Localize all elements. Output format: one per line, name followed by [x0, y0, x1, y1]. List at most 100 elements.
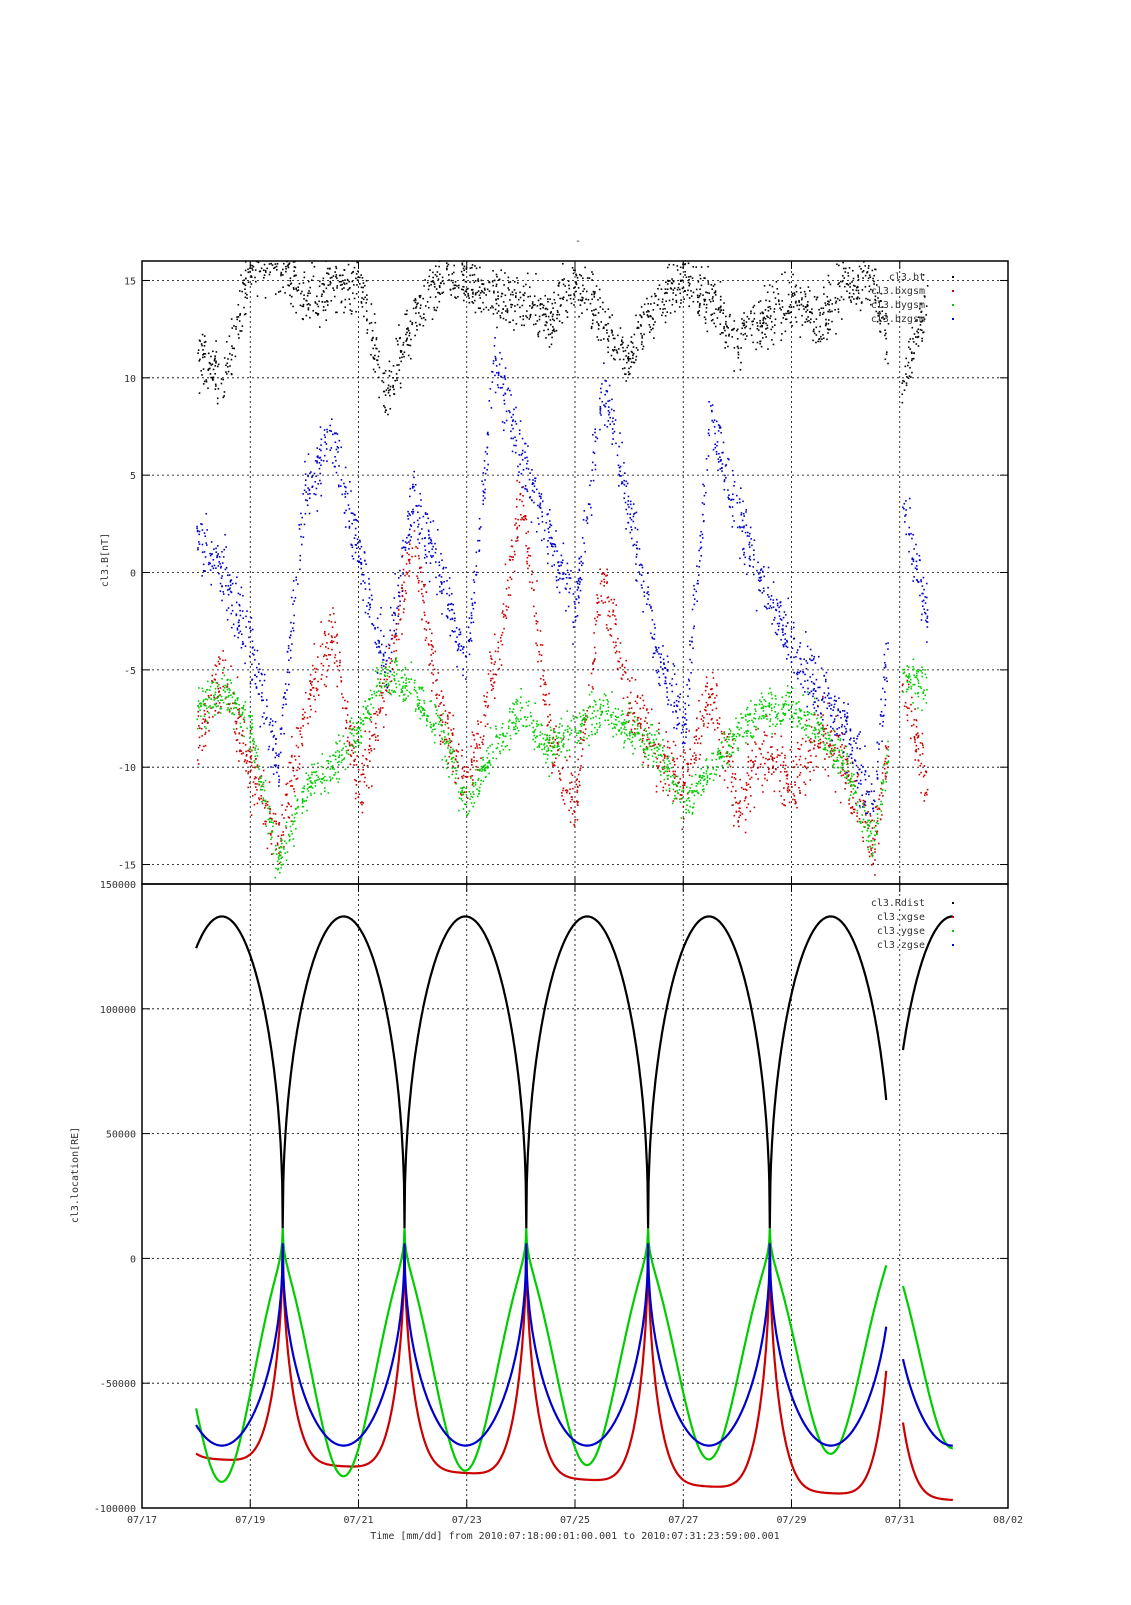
data-point [355, 798, 357, 800]
data-point [479, 791, 481, 793]
data-point [518, 299, 520, 301]
data-point [280, 867, 282, 869]
data-point [811, 308, 813, 310]
data-point [311, 279, 313, 281]
data-point [757, 325, 759, 327]
data-point [237, 739, 239, 741]
data-point [490, 670, 492, 672]
data-point [250, 725, 252, 727]
data-point [364, 781, 366, 783]
data-point [292, 823, 294, 825]
data-point [813, 331, 815, 333]
data-point [627, 738, 629, 740]
data-point [922, 332, 924, 334]
data-point [541, 743, 543, 745]
data-point [715, 294, 717, 296]
data-point [214, 360, 216, 362]
data-point [432, 682, 434, 684]
data-point [601, 714, 603, 716]
data-point [406, 332, 408, 334]
data-point [373, 707, 375, 709]
data-point [479, 308, 481, 310]
data-point [209, 368, 211, 370]
data-point [477, 723, 479, 725]
data-point [525, 284, 527, 286]
data-point [431, 633, 433, 635]
data-point [687, 770, 689, 772]
data-point [807, 301, 809, 303]
data-point [625, 355, 627, 357]
data-point [217, 397, 219, 399]
data-point [464, 770, 466, 772]
data-point [312, 310, 314, 312]
data-point [706, 676, 708, 678]
data-point [574, 287, 576, 289]
data-point [493, 674, 495, 676]
data-point [362, 306, 364, 308]
data-point [627, 712, 629, 714]
data-point [510, 594, 512, 596]
data-point [796, 807, 798, 809]
data-point [385, 394, 387, 396]
data-point [683, 806, 685, 808]
data-point [913, 341, 915, 343]
data-point [739, 807, 741, 809]
data-point [637, 695, 639, 697]
data-point [396, 687, 398, 689]
data-point [761, 325, 763, 327]
data-point [203, 746, 205, 748]
data-point [466, 794, 468, 796]
data-point [720, 309, 722, 311]
data-point [918, 735, 920, 737]
data-point [347, 750, 349, 752]
data-point [465, 804, 467, 806]
data-point [388, 684, 390, 686]
data-point [771, 321, 773, 323]
data-point [740, 369, 742, 371]
data-point [438, 672, 440, 674]
data-point [381, 687, 383, 689]
data-point [218, 388, 220, 390]
data-point [479, 787, 481, 789]
data-point [314, 678, 316, 680]
data-point [709, 714, 711, 716]
data-point [568, 739, 570, 741]
data-point [296, 745, 298, 747]
data-point [444, 743, 446, 745]
data-point [238, 712, 240, 714]
data-point [607, 323, 609, 325]
data-point [779, 303, 781, 305]
data-point [317, 304, 319, 306]
data-point [502, 723, 504, 725]
data-point [420, 710, 422, 712]
data-point [683, 787, 685, 789]
data-point [628, 720, 630, 722]
data-point [543, 679, 545, 681]
data-point [403, 569, 405, 571]
data-point [250, 715, 252, 717]
data-point [575, 291, 577, 293]
data-point [734, 347, 736, 349]
data-point [713, 677, 715, 679]
data-point [418, 702, 420, 704]
data-point [606, 569, 608, 571]
data-point [204, 713, 206, 715]
data-point [302, 718, 304, 720]
data-point [634, 721, 636, 723]
data-point [633, 346, 635, 348]
data-point [303, 282, 305, 284]
data-point [618, 661, 620, 663]
data-point [573, 304, 575, 306]
data-point [455, 252, 457, 254]
data-point [538, 724, 540, 726]
data-point [356, 722, 358, 724]
data-point [673, 264, 675, 266]
data-point [550, 727, 552, 729]
data-point [241, 291, 243, 293]
data-point [731, 781, 733, 783]
data-point [538, 336, 540, 338]
data-point [351, 755, 353, 757]
data-point [408, 554, 410, 556]
data-point [453, 762, 455, 764]
data-point [581, 720, 583, 722]
